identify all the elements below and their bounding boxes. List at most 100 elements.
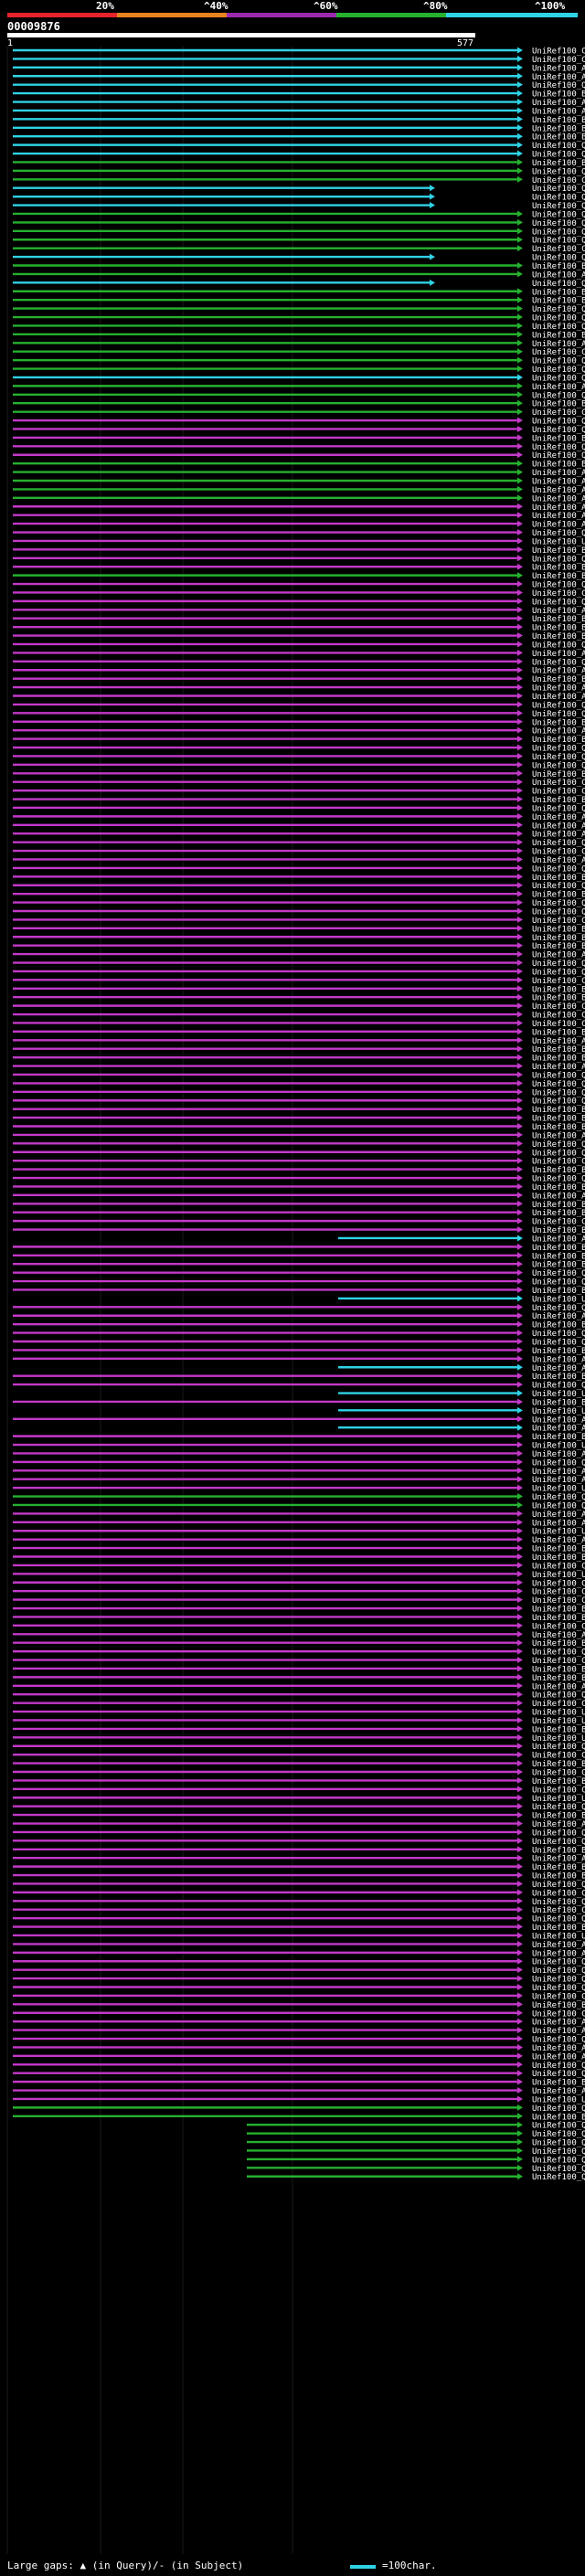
hit-label[interactable]: UniRef100_B9T2X6 (532, 994, 585, 1003)
hit-label[interactable]: UniRef100_UP1000... (532, 1571, 585, 1580)
hit-label[interactable]: UniRef100_B9HQB0 (532, 1045, 585, 1055)
hit-label[interactable]: UniRef100_Q6J183 (532, 1915, 585, 1924)
hit-label[interactable]: UniRef100_B9IAP4 (532, 90, 585, 100)
hit-label[interactable]: UniRef100_Q9SL51 (532, 1330, 585, 1339)
hit-label[interactable]: UniRef100_B9T223 (532, 546, 585, 556)
hit-label[interactable]: UniRef100_B9IBG2 (532, 1398, 585, 1407)
hit-label[interactable]: UniRef100_B9MFB0 (532, 1812, 585, 1821)
hit-label[interactable]: UniRef100_Q7Y250 (532, 658, 585, 667)
hit-label[interactable]: UniRef100_UP1000... (532, 1709, 585, 1718)
hit-label[interactable]: UniRef100_A9PEJ5 (532, 1063, 585, 1072)
hit-label[interactable]: UniRef100_B6SSV3 (532, 1924, 585, 1933)
hit-label[interactable]: UniRef100_A5B9C8 (532, 1949, 585, 1958)
hit-label[interactable]: UniRef100_B9T2Y7 (532, 1244, 585, 1253)
hit-label[interactable]: UniRef100_B6ST53 (532, 159, 585, 168)
hit-label[interactable]: UniRef100_B9T215 (532, 133, 585, 143)
hit-label[interactable]: UniRef100_UP1000... (532, 1390, 585, 1399)
hit-label[interactable]: UniRef100_A9PB10 (532, 73, 585, 82)
hit-label[interactable]: UniRef100_B4FZE0 (532, 2113, 585, 2122)
hit-label[interactable]: UniRef100_Q06190 (532, 1278, 585, 1288)
hit-label[interactable]: UniRef100_C7F8U7 (532, 1622, 585, 1631)
hit-label[interactable]: UniRef100_Q6J1A3 (532, 745, 585, 754)
hit-label[interactable]: UniRef100_C7F8M1 (532, 1218, 585, 1227)
hit-label[interactable]: UniRef100_Q7T1Y1 (532, 1743, 585, 1752)
hit-label[interactable]: UniRef100_Q2QG45 (532, 2130, 585, 2139)
hit-label[interactable]: UniRef100_UP1000... (532, 1795, 585, 1804)
hit-label[interactable]: UniRef100_A5AG43 (532, 693, 585, 702)
hit-label[interactable]: UniRef100_Q8S7V0 (532, 1803, 585, 1812)
hit-label[interactable]: UniRef100_Q6AU54 (532, 899, 585, 908)
hit-label[interactable]: UniRef100_Q1W7G6 (532, 280, 585, 289)
hit-label[interactable]: UniRef100_Q6J196 (532, 1140, 585, 1150)
hit-label[interactable]: UniRef100_B6TZU8 (532, 1106, 585, 1115)
hit-label[interactable]: UniRef100_Q7F8Q0 (532, 959, 585, 969)
hit-label[interactable]: UniRef100_Q2QG50 (532, 2122, 585, 2131)
hit-label[interactable]: UniRef100_Q9LST4 (532, 864, 585, 874)
hit-label[interactable]: UniRef100_Q6J198 (532, 1080, 585, 1089)
hit-label[interactable]: UniRef100_B9FI49 (532, 891, 585, 900)
hit-label[interactable]: UniRef100_Q6J199 (532, 753, 585, 762)
hit-label[interactable]: UniRef100_Q9SIL7 (532, 761, 585, 770)
hit-label[interactable]: UniRef100_C5YE61 (532, 1579, 585, 1588)
hit-label[interactable]: UniRef100_Q1W7H3 (532, 194, 585, 203)
hit-label[interactable]: UniRef100_B8AC98 (532, 1674, 585, 1683)
hit-label[interactable]: UniRef100_Q1W7H0 (532, 374, 585, 383)
hit-label[interactable]: UniRef100_A9STL7 (532, 1355, 585, 1364)
hit-label[interactable]: UniRef100_B9RBF5 (532, 1872, 585, 1882)
hit-label[interactable]: UniRef100_B9RDF1 (532, 1373, 585, 1382)
hit-label[interactable]: UniRef100_B9I6J8 (532, 718, 585, 727)
hit-label[interactable]: UniRef100_Q6XJ71 (532, 1881, 585, 1890)
hit-label[interactable]: UniRef100_Q06186 (532, 1984, 585, 1993)
hit-label[interactable]: UniRef100_Q6J193 (532, 581, 585, 590)
hit-label[interactable]: UniRef100_B9IN59 (532, 1777, 585, 1786)
hit-label[interactable]: UniRef100_Q6J191 (532, 555, 585, 564)
hit-label[interactable]: UniRef100_Q0HK77 (532, 1838, 585, 1847)
hit-label[interactable]: UniRef100_UP1000... (532, 1295, 585, 1304)
hit-label[interactable]: UniRef100_B9T2Y1 (532, 1201, 585, 1210)
hit-label[interactable]: UniRef100_Q6TX87 (532, 529, 585, 538)
hit-label[interactable]: UniRef100_Q2QFW2 (532, 2147, 585, 2157)
hit-label[interactable]: UniRef100_B9I5C0 (532, 1287, 585, 1296)
hit-label[interactable]: UniRef100_Q06189 (532, 1175, 585, 1184)
hit-label[interactable]: UniRef100_Q2L3E6 (532, 167, 585, 176)
hit-label[interactable]: UniRef100_Q0WR55 (532, 1966, 585, 1976)
hit-label[interactable]: UniRef100_B6SHU5 (532, 297, 585, 306)
hit-label[interactable]: UniRef100_C5T1H1 (532, 1700, 585, 1709)
hit-label[interactable]: UniRef100_Q06188 (532, 710, 585, 719)
hit-label[interactable]: UniRef100_Q0JL58 (532, 366, 585, 375)
hit-label[interactable]: UniRef100_UP1000... (532, 1528, 585, 1537)
hit-label[interactable]: UniRef100_A5B8F4 (532, 1631, 585, 1640)
hit-label[interactable]: UniRef100_A9T4X0 (532, 64, 585, 73)
hit-label[interactable]: UniRef100_C6TL69 (532, 1752, 585, 1761)
hit-label[interactable]: UniRef100_B9NBZ1 (532, 615, 585, 624)
hit-label[interactable]: UniRef100_A9TT21 (532, 1468, 585, 1477)
hit-label[interactable]: UniRef100_UP1000... (532, 2095, 585, 2104)
hit-label[interactable]: UniRef100_A9RBF1 (532, 1476, 585, 1485)
hit-label[interactable]: UniRef100_B9HBP8 (532, 1863, 585, 1872)
hit-label[interactable]: UniRef100_A7Q6D7 (532, 1037, 585, 1046)
hit-label[interactable]: UniRef100_UP1000... (532, 1717, 585, 1726)
hit-label[interactable]: UniRef100_Q9SJ81 (532, 142, 585, 151)
hit-label[interactable]: UniRef100_B9I6J9 (532, 1028, 585, 1037)
hit-label[interactable]: UniRef100_B4FBB1 (532, 1433, 585, 1442)
hit-label[interactable]: UniRef100_B1NHU2 (532, 1226, 585, 1235)
hit-label[interactable]: UniRef100_Q6J197 (532, 1304, 585, 1313)
hit-label[interactable]: UniRef100_A9TLL1 (532, 813, 585, 822)
hit-label[interactable]: UniRef100_B9T2Y0 (532, 985, 585, 994)
hit-label[interactable]: UniRef100_Q9FM05 (532, 2062, 585, 2071)
hit-label[interactable]: UniRef100_A9STK6 (532, 607, 585, 616)
hit-label[interactable]: UniRef100_Q0JG54 (532, 314, 585, 323)
hit-label[interactable]: UniRef100_A9TXC7 (532, 99, 585, 108)
hit-label[interactable]: UniRef100_C6T9D9 (532, 589, 585, 599)
hit-label[interactable]: UniRef100_B9MTA0 (532, 564, 585, 573)
hit-label[interactable]: UniRef100_C5YV38 (532, 1992, 585, 2001)
hit-label[interactable]: UniRef100_A7Q1W5 (532, 1536, 585, 1545)
hit-label[interactable]: UniRef100_Q1W7G7 (532, 254, 585, 263)
hit-label[interactable]: UniRef100_C5XSP2 (532, 1596, 585, 1606)
hit-label[interactable]: UniRef100_B9FXL4 (532, 1846, 585, 1855)
hit-label[interactable]: UniRef100_Q6A489 (532, 2070, 585, 2079)
hit-label[interactable]: UniRef100_B9GTR1 (532, 124, 585, 133)
hit-label[interactable]: UniRef100_UP1000... (532, 1485, 585, 1494)
hit-label[interactable]: UniRef100_B1NM14 (532, 461, 585, 470)
hit-label[interactable]: UniRef100_A7PRD0 (532, 1364, 585, 1373)
